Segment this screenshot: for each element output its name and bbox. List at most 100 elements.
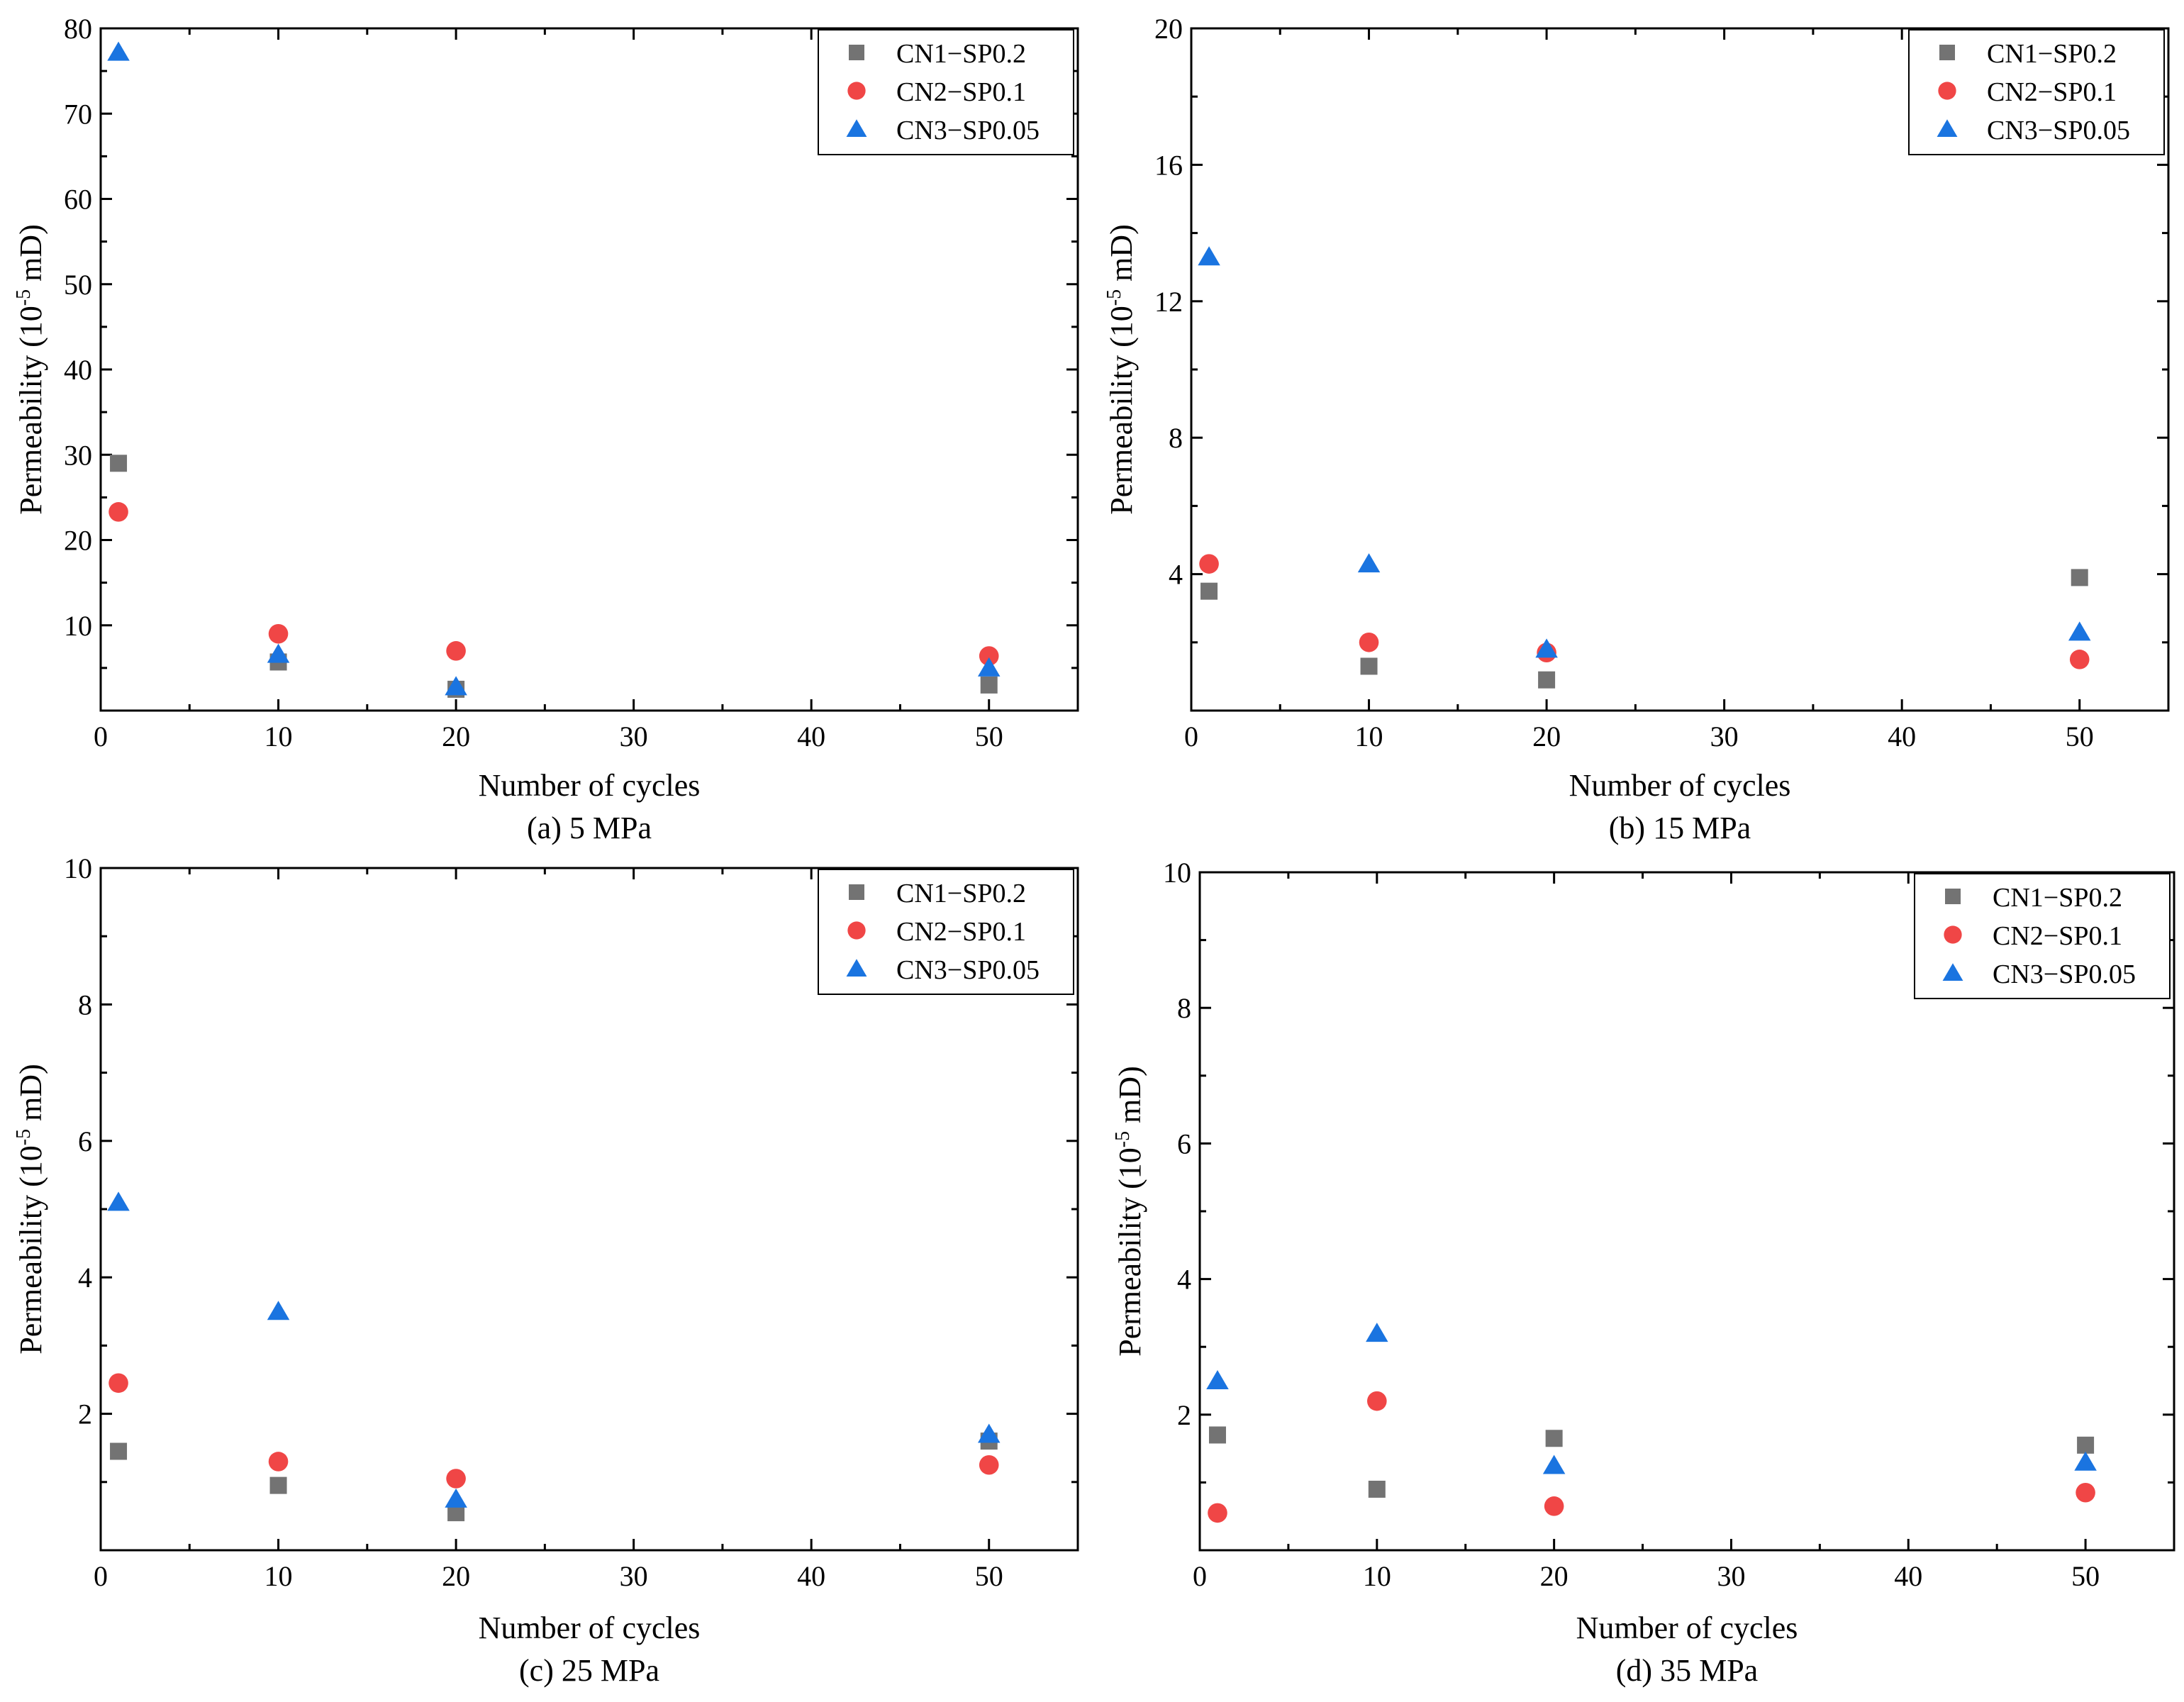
y-axis-title-main: Permeability (10 — [1113, 1147, 1147, 1357]
data-point-circle — [1199, 554, 1219, 574]
x-axis-title: Number of cycles — [1569, 768, 1791, 803]
legend-label: CN2−SP0.1 — [896, 77, 1026, 107]
y-axis-title: Permeability (10-5 mD) — [13, 1064, 48, 1354]
y-axis-title-exponent: -5 — [13, 289, 35, 306]
panel-a: 0 10 20 30 40 50 10 20 30 40 50 60 70 80 Number of cyc… — [13, 13, 1079, 845]
data-point-triangle — [1357, 553, 1381, 573]
y-tick-label: 6 — [1177, 1128, 1191, 1159]
data-point-triangle — [267, 643, 290, 663]
x-tick-label: 40 — [1894, 1560, 1922, 1592]
y-tick-label: 20 — [1154, 13, 1183, 45]
data-point-square — [269, 1476, 287, 1494]
legend-marker-triangle — [846, 959, 867, 977]
legend-label: CN2−SP0.1 — [1987, 77, 2117, 107]
x-tick-label: 10 — [264, 1560, 293, 1592]
data-point-square — [1360, 657, 1378, 675]
legend-marker-square — [1939, 45, 1955, 60]
data-point-triangle — [1366, 1323, 1388, 1342]
y-tick-label: 10 — [64, 852, 92, 884]
data-point-square — [1368, 1480, 1386, 1498]
legend-marker-triangle — [846, 119, 867, 137]
x-axis-title: Number of cycles — [479, 1611, 701, 1645]
data-point-square — [1545, 1430, 1563, 1447]
x-tick-label: 10 — [1355, 721, 1383, 752]
y-tick-label: 10 — [1163, 857, 1191, 889]
x-tick-label: 0 — [94, 1560, 108, 1592]
data-point-circle — [2076, 1482, 2095, 1503]
y-tick-label: 8 — [1169, 422, 1183, 454]
x-tick-label: 0 — [1184, 721, 1198, 752]
x-tick-label: 40 — [797, 721, 825, 752]
y-tick-label: 70 — [64, 98, 92, 130]
panel-caption: (d) 35 MPa — [1616, 1653, 1758, 1688]
x-tick-label: 50 — [2066, 721, 2094, 752]
data-point-circle — [268, 1452, 289, 1472]
x-tick-label: 20 — [1540, 1560, 1569, 1592]
data-point-square — [1208, 1426, 1226, 1444]
y-tick-label: 30 — [64, 439, 92, 471]
data-point-triangle — [977, 1423, 1001, 1443]
y-axis-title-unit: mD) — [1104, 224, 1139, 289]
data-point-square — [1200, 582, 1218, 600]
data-point-triangle — [107, 1191, 130, 1211]
data-point-triangle — [1198, 246, 1220, 266]
y-tick-label: 4 — [1177, 1264, 1191, 1296]
x-axis-title: Number of cycles — [479, 768, 701, 803]
data-point-circle — [979, 646, 999, 666]
data-point-triangle — [1535, 638, 1558, 658]
y-axis-title-unit: mD) — [13, 224, 48, 289]
y-axis-title-exponent: -5 — [13, 1129, 35, 1145]
x-tick-label: 30 — [1710, 721, 1739, 752]
legend-marker-square — [849, 45, 864, 60]
panel-caption: (a) 5 MPa — [527, 811, 652, 845]
data-point-circle — [1367, 1391, 1387, 1411]
x-tick-label: 50 — [975, 721, 1003, 752]
y-axis-title-exponent: -5 — [1103, 289, 1125, 306]
legend-marker-square — [1945, 889, 1961, 904]
x-tick-label: 30 — [1717, 1560, 1745, 1592]
y-tick-label: 2 — [78, 1398, 92, 1430]
y-tick-label: 8 — [78, 989, 92, 1020]
x-tick-label: 40 — [797, 1560, 825, 1592]
data-point-square — [980, 676, 998, 694]
y-axis-title: Permeability (10-5 mD) — [13, 224, 48, 514]
y-tick-label: 2 — [1177, 1399, 1191, 1431]
data-point-circle — [1544, 1496, 1564, 1516]
panel-c: 0 10 20 30 40 50 2 4 6 8 10 Number of cycles Permeab… — [13, 852, 1079, 1688]
data-point-circle — [979, 1455, 999, 1475]
panel-b: 0 10 20 30 40 50 4 8 12 16 20 Number of cycles Perme… — [1103, 13, 2170, 845]
x-tick-label: 20 — [442, 1560, 470, 1592]
data-point-circle — [1359, 633, 1379, 652]
y-tick-label: 40 — [64, 354, 92, 386]
y-axis-title: Permeability (10-5 mD) — [1112, 1066, 1147, 1356]
data-point-triangle — [267, 1301, 290, 1320]
y-tick-label: 80 — [64, 13, 92, 45]
legend-marker-circle — [1938, 82, 1956, 100]
data-point-triangle — [445, 1488, 467, 1508]
legend-label: CN1−SP0.2 — [1987, 39, 2117, 69]
legend-label: CN3−SP0.05 — [1993, 960, 2136, 989]
data-point-triangle — [107, 41, 130, 61]
panel-d: 0 10 20 30 40 50 2 4 6 8 10 Number of cycles Permeab… — [1112, 857, 2175, 1688]
y-tick-label: 8 — [1177, 992, 1191, 1024]
legend-marker-circle — [847, 82, 866, 100]
x-tick-label: 50 — [975, 1560, 1003, 1592]
data-point-circle — [268, 623, 289, 644]
x-tick-label: 10 — [264, 721, 293, 752]
data-point-triangle — [445, 676, 467, 696]
legend-marker-triangle — [1937, 119, 1958, 137]
y-axis-title-main: Permeability (10 — [1104, 306, 1139, 515]
y-axis-title-exponent: -5 — [1112, 1131, 1134, 1147]
legend-marker-triangle — [1942, 963, 1963, 981]
y-tick-label: 20 — [64, 525, 92, 557]
legend-label: CN1−SP0.2 — [896, 39, 1026, 69]
data-point-square — [110, 1442, 128, 1460]
y-axis-title-main: Permeability (10 — [13, 1145, 48, 1355]
y-tick-label: 12 — [1154, 286, 1183, 318]
y-tick-label: 4 — [1169, 559, 1183, 591]
data-point-circle — [446, 1469, 466, 1489]
x-tick-label: 10 — [1363, 1560, 1391, 1592]
data-point-square — [110, 455, 128, 472]
legend-label: CN2−SP0.1 — [1993, 921, 2122, 951]
